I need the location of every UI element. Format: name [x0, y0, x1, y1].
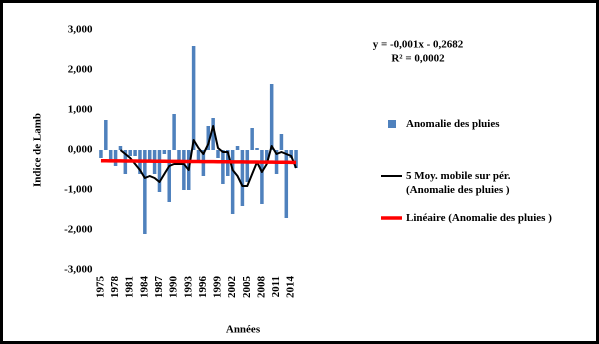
bar: [235, 146, 240, 150]
bar: [177, 150, 181, 162]
x-tick-label: 1987: [153, 276, 165, 299]
bar: [240, 150, 245, 206]
bar: [99, 150, 103, 158]
x-tick-label: 2008: [255, 276, 267, 299]
bar: [206, 126, 211, 150]
x-tick-label: 2014: [285, 276, 297, 299]
equation: y = -0,001x - 0,2682: [373, 39, 464, 51]
x-tick-label: 1996: [197, 276, 209, 299]
bar: [250, 128, 254, 150]
legend-entry: Linéaire (Anomalie des pluies ): [406, 212, 552, 224]
trend-line: [100, 159, 297, 165]
y-tick-label: 0,000: [68, 144, 93, 156]
y-tick-label: -2,000: [64, 224, 93, 236]
bar: [147, 150, 152, 162]
x-tick-label: 1993: [182, 276, 194, 299]
y-tick-label: 1,000: [68, 104, 93, 116]
bar: [279, 134, 284, 150]
x-tick-label: 1978: [109, 276, 121, 299]
x-tick-label: 2005: [241, 276, 253, 299]
bar: [284, 150, 289, 218]
bar: [182, 150, 186, 190]
x-tick-label: 1975: [94, 276, 106, 299]
bar: [294, 150, 298, 168]
x-axis-title: Années: [226, 324, 261, 336]
bar: [113, 150, 118, 166]
bar: [269, 84, 274, 150]
bar: [172, 114, 176, 150]
legend-entry: 5 Moy. mobile sur pér. (Anomalie des plu…: [406, 170, 511, 196]
legend-entry: Anomalie des pluies: [406, 118, 500, 130]
y-tick-label: -1,000: [64, 184, 93, 196]
x-tick-label: 2011: [270, 276, 282, 297]
bar: [143, 150, 147, 234]
bar: [128, 150, 132, 156]
bar: [162, 150, 167, 154]
bar: [221, 150, 225, 184]
bar: [108, 150, 113, 162]
bar: [196, 150, 201, 162]
x-tick-label: 1984: [138, 276, 150, 299]
legend-swatch: [388, 120, 396, 128]
bar: [245, 150, 250, 182]
bar: [260, 150, 264, 204]
bar: [211, 118, 215, 150]
bar: [191, 46, 196, 150]
x-tick-label: 1990: [168, 276, 180, 299]
y-tick-label: -3,000: [64, 264, 93, 276]
bar: [157, 150, 162, 192]
bar: [118, 146, 123, 150]
bar: [265, 150, 269, 162]
x-tick-label: 1981: [124, 276, 136, 298]
bar: [289, 150, 293, 158]
bar: [104, 120, 108, 150]
r-squared: R² = 0,0002: [391, 53, 445, 65]
bar: [255, 148, 259, 150]
bar: [216, 150, 220, 158]
bar: [167, 150, 171, 202]
y-tick-label: 3,000: [68, 24, 93, 36]
bar: [230, 150, 235, 214]
y-tick-label: 2,000: [68, 64, 93, 76]
x-tick-label: 1999: [212, 276, 224, 299]
moving-average-line: [119, 125, 297, 187]
x-tick-label: 2002: [226, 276, 238, 299]
bar: [133, 150, 137, 156]
y-axis-title: Indice de Lamb: [32, 113, 44, 187]
